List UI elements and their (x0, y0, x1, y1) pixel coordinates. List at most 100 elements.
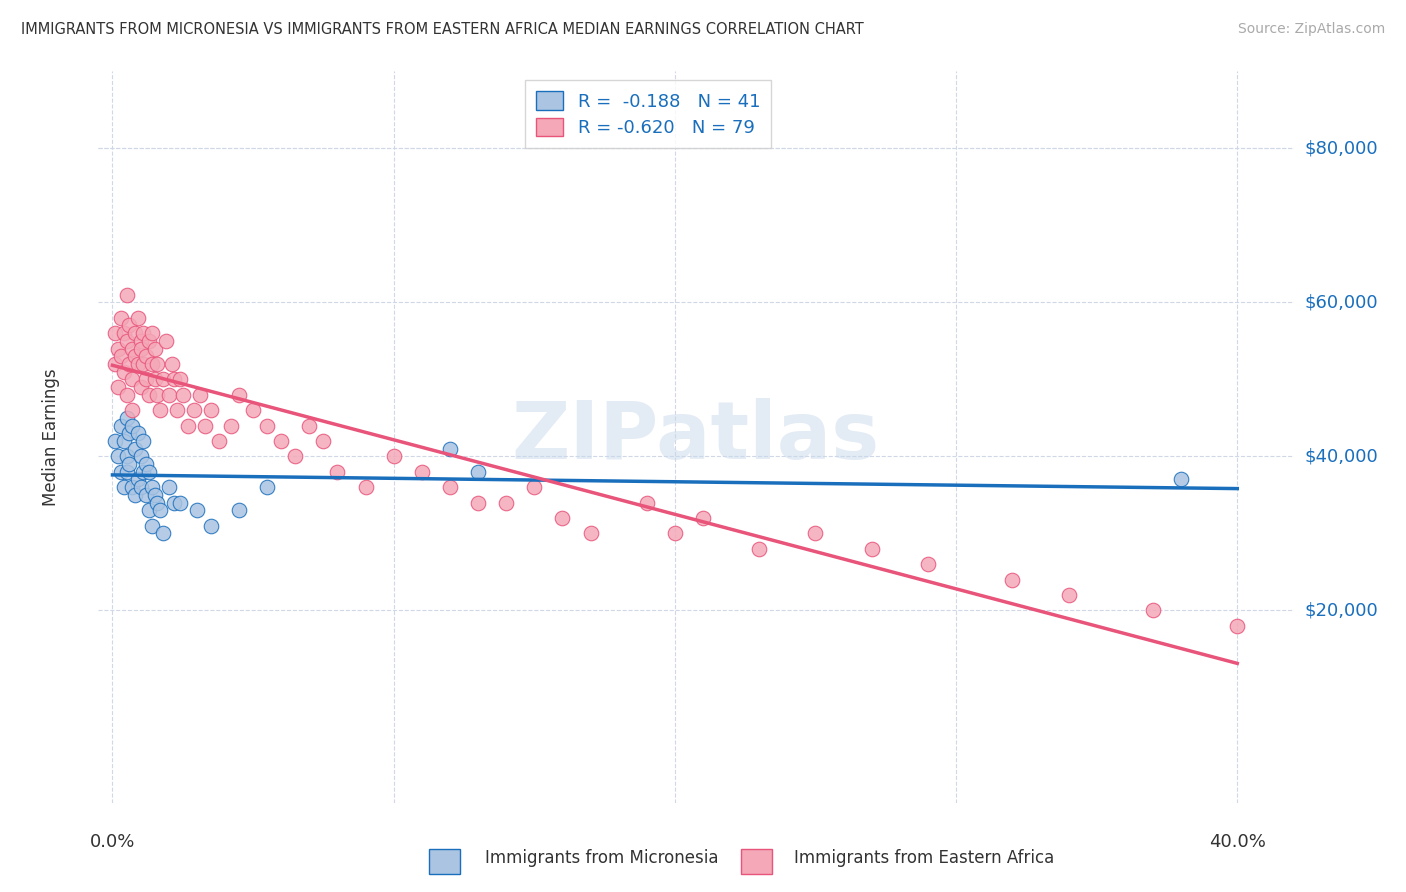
Point (152, 372, 174, 386)
Point (121, 480, 143, 494)
Point (312, 434, 335, 448)
Point (256, 480, 278, 494)
Point (1142, 603, 1164, 617)
Point (270, 434, 292, 448)
Point (172, 388, 194, 402)
Point (135, 349, 157, 363)
Point (169, 372, 191, 386)
Point (188, 388, 211, 402)
Point (439, 442, 461, 456)
Point (194, 418, 217, 433)
Point (200, 518, 222, 533)
Point (200, 403, 222, 417)
Text: 40.0%: 40.0% (1209, 833, 1265, 851)
Point (1057, 588, 1080, 602)
Point (636, 495, 658, 509)
Point (143, 372, 166, 386)
Text: Immigrants from Eastern Africa: Immigrants from Eastern Africa (794, 849, 1054, 867)
Point (228, 388, 250, 402)
Point (411, 465, 433, 479)
Point (804, 526, 827, 541)
Point (107, 450, 129, 464)
Point (118, 318, 141, 333)
Point (135, 372, 157, 386)
Point (129, 342, 152, 356)
Point (112, 434, 135, 448)
Point (127, 472, 149, 486)
Point (157, 388, 180, 402)
Point (1170, 472, 1192, 486)
Point (163, 372, 186, 386)
Point (146, 495, 169, 509)
Point (551, 511, 574, 525)
Point (467, 465, 489, 479)
Point (115, 410, 138, 425)
Point (354, 480, 377, 494)
Legend: R =  -0.188   N = 41, R = -0.620   N = 79: R = -0.188 N = 41, R = -0.620 N = 79 (526, 80, 770, 148)
Point (326, 465, 349, 479)
Point (112, 365, 135, 379)
Point (110, 418, 132, 433)
Point (439, 480, 461, 494)
Point (152, 526, 174, 541)
Point (256, 418, 278, 433)
Point (298, 418, 321, 433)
Point (124, 442, 146, 456)
Point (169, 495, 191, 509)
Point (692, 511, 714, 525)
Point (129, 334, 152, 348)
Point (138, 465, 160, 479)
Point (155, 334, 177, 348)
Point (141, 326, 163, 340)
Point (115, 287, 138, 301)
Point (183, 403, 205, 417)
Text: $60,000: $60,000 (1305, 293, 1378, 311)
Point (1226, 618, 1249, 632)
Point (523, 480, 546, 494)
Point (124, 488, 146, 502)
Text: Median Earnings: Median Earnings (42, 368, 59, 506)
Point (138, 388, 160, 402)
Point (115, 450, 138, 464)
Point (135, 457, 157, 471)
Text: ZIPatlas: ZIPatlas (512, 398, 880, 476)
Point (107, 380, 129, 394)
Point (579, 526, 602, 541)
Point (132, 434, 155, 448)
Point (124, 349, 146, 363)
Point (135, 488, 157, 502)
Point (495, 495, 517, 509)
Point (141, 357, 163, 371)
Point (127, 357, 149, 371)
Point (748, 541, 770, 556)
Point (917, 557, 939, 571)
Point (118, 357, 141, 371)
Point (149, 503, 172, 517)
Point (146, 357, 169, 371)
Point (160, 357, 183, 371)
Text: 0.0%: 0.0% (90, 833, 135, 851)
Point (664, 526, 686, 541)
Point (177, 418, 200, 433)
Point (127, 426, 149, 441)
Text: $20,000: $20,000 (1305, 601, 1378, 619)
Point (110, 349, 132, 363)
Point (143, 342, 166, 356)
Text: $80,000: $80,000 (1305, 139, 1378, 157)
Point (186, 503, 208, 517)
Point (121, 372, 143, 386)
Point (141, 480, 163, 494)
Point (112, 326, 135, 340)
Point (121, 403, 143, 417)
Point (242, 403, 264, 417)
Point (104, 434, 127, 448)
Point (138, 334, 160, 348)
Point (132, 326, 155, 340)
Point (382, 450, 405, 464)
Point (141, 518, 163, 533)
Point (112, 480, 135, 494)
Point (110, 465, 132, 479)
Point (129, 450, 152, 464)
Point (166, 403, 188, 417)
Point (149, 403, 172, 417)
